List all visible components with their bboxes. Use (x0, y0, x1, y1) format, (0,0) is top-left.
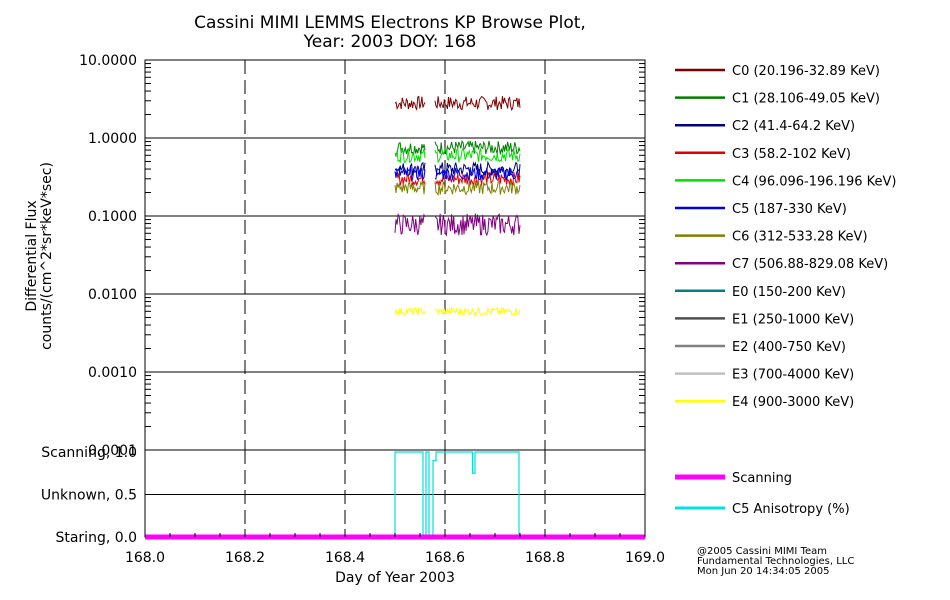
x-tick-label: 168.2 (225, 550, 265, 566)
x-axis-label: Day of Year 2003 (335, 570, 455, 586)
mode-y-tick-label: Unknown, 0.5 (41, 488, 137, 504)
x-tick-label: 168.6 (425, 550, 465, 566)
series-line-C5 (434, 166, 521, 181)
mode-y-tick-label: Staring, 0.0 (55, 530, 137, 546)
series-line-C6 (394, 180, 426, 195)
series-line-C0 (434, 95, 521, 112)
x-axis: 168.0 168.2 168.4 168.6 168.8 169.0 (125, 529, 665, 566)
legend-label: Scanning (732, 471, 792, 486)
chart-subtitle: Year: 2003 DOY: 168 (303, 32, 477, 52)
legend-label: C2 (41.4-64.2 KeV) (732, 119, 855, 134)
legend-label: C1 (28.106-49.05 KeV) (732, 92, 880, 107)
mode-y-tick-label: Scanning, 1.0 (41, 445, 137, 461)
legend-label: E0 (150-200 KeV) (732, 285, 846, 300)
flux-y-tick-label: 0.0001 (88, 443, 137, 459)
chart-title: Cassini MIMI LEMMS Electrons KP Browse P… (194, 13, 586, 33)
legend-label: E2 (400-750 KeV) (732, 340, 846, 355)
legend: C0 (20.196-32.89 KeV) C1 (28.106-49.05 Ke… (675, 64, 896, 410)
x-tick-label: 168.4 (325, 550, 365, 566)
series-line-C7 (394, 212, 426, 235)
series-line-C4 (434, 147, 521, 164)
legend-label: C5 (187-330 KeV) (732, 202, 847, 217)
legend-label: E3 (700-4000 KeV) (732, 368, 854, 383)
credit-line-3: Mon Jun 20 14:34:05 2005 (697, 566, 830, 577)
flux-y-tick-label: 0.1000 (88, 209, 137, 225)
series-line-C0 (394, 95, 426, 111)
series-line-C6 (434, 180, 521, 197)
x-tick-label: 168.0 (125, 550, 165, 566)
credit-line-1: @2005 Cassini MIMI Team (697, 546, 827, 557)
series-line-c5-anisotropy (145, 451, 645, 538)
credit-line-2: Fundamental Technologies, LLC (697, 556, 854, 567)
x-tick-label: 168.8 (525, 550, 565, 566)
series-line-C7 (434, 213, 521, 237)
flux-y-tick-label: 0.0100 (88, 287, 137, 303)
series-line-E4 (434, 305, 521, 317)
y-axis-label-line1: Differential Flux (24, 200, 40, 311)
flux-y-tick-label: 0.0010 (88, 365, 137, 381)
series-line-C4 (394, 148, 426, 164)
legend-label: C3 (58.2-102 KeV) (732, 147, 851, 162)
y-axis-label-line2: counts/(cm^2*sr*keV*sec) (39, 162, 55, 350)
flux-y-tick-label: 10.0000 (79, 53, 137, 69)
x-tick-label: 169.0 (625, 550, 665, 566)
legend-label: C7 (506.88-829.08 KeV) (732, 257, 888, 272)
legend-label: C5 Anisotropy (%) (732, 502, 850, 517)
legend-label: C0 (20.196-32.89 KeV) (732, 64, 880, 79)
series-line-C1 (434, 140, 521, 155)
series-line-C1 (394, 142, 426, 157)
legend-label: E1 (250-1000 KeV) (732, 312, 854, 327)
legend-label: E4 (900-3000 KeV) (732, 395, 854, 410)
series-line-C5 (394, 166, 426, 182)
flux-panel: 10.0000 1.0000 0.1000 0.0100 0.0010 0.0001 (79, 53, 646, 459)
series-line-C3 (394, 171, 426, 187)
flux-frame (144, 59, 646, 451)
legend-label: C6 (312-533.28 KeV) (732, 230, 868, 245)
mode-panel: Scanning, 1.0 Unknown, 0.5 Staring, 0.0 (41, 445, 646, 546)
mode-legend: Scanning C5 Anisotropy (%) (675, 471, 850, 517)
series-line-E4 (394, 306, 426, 317)
legend-label: C4 (96.096-196.196 KeV) (732, 174, 896, 189)
flux-y-tick-label: 1.0000 (88, 131, 137, 147)
